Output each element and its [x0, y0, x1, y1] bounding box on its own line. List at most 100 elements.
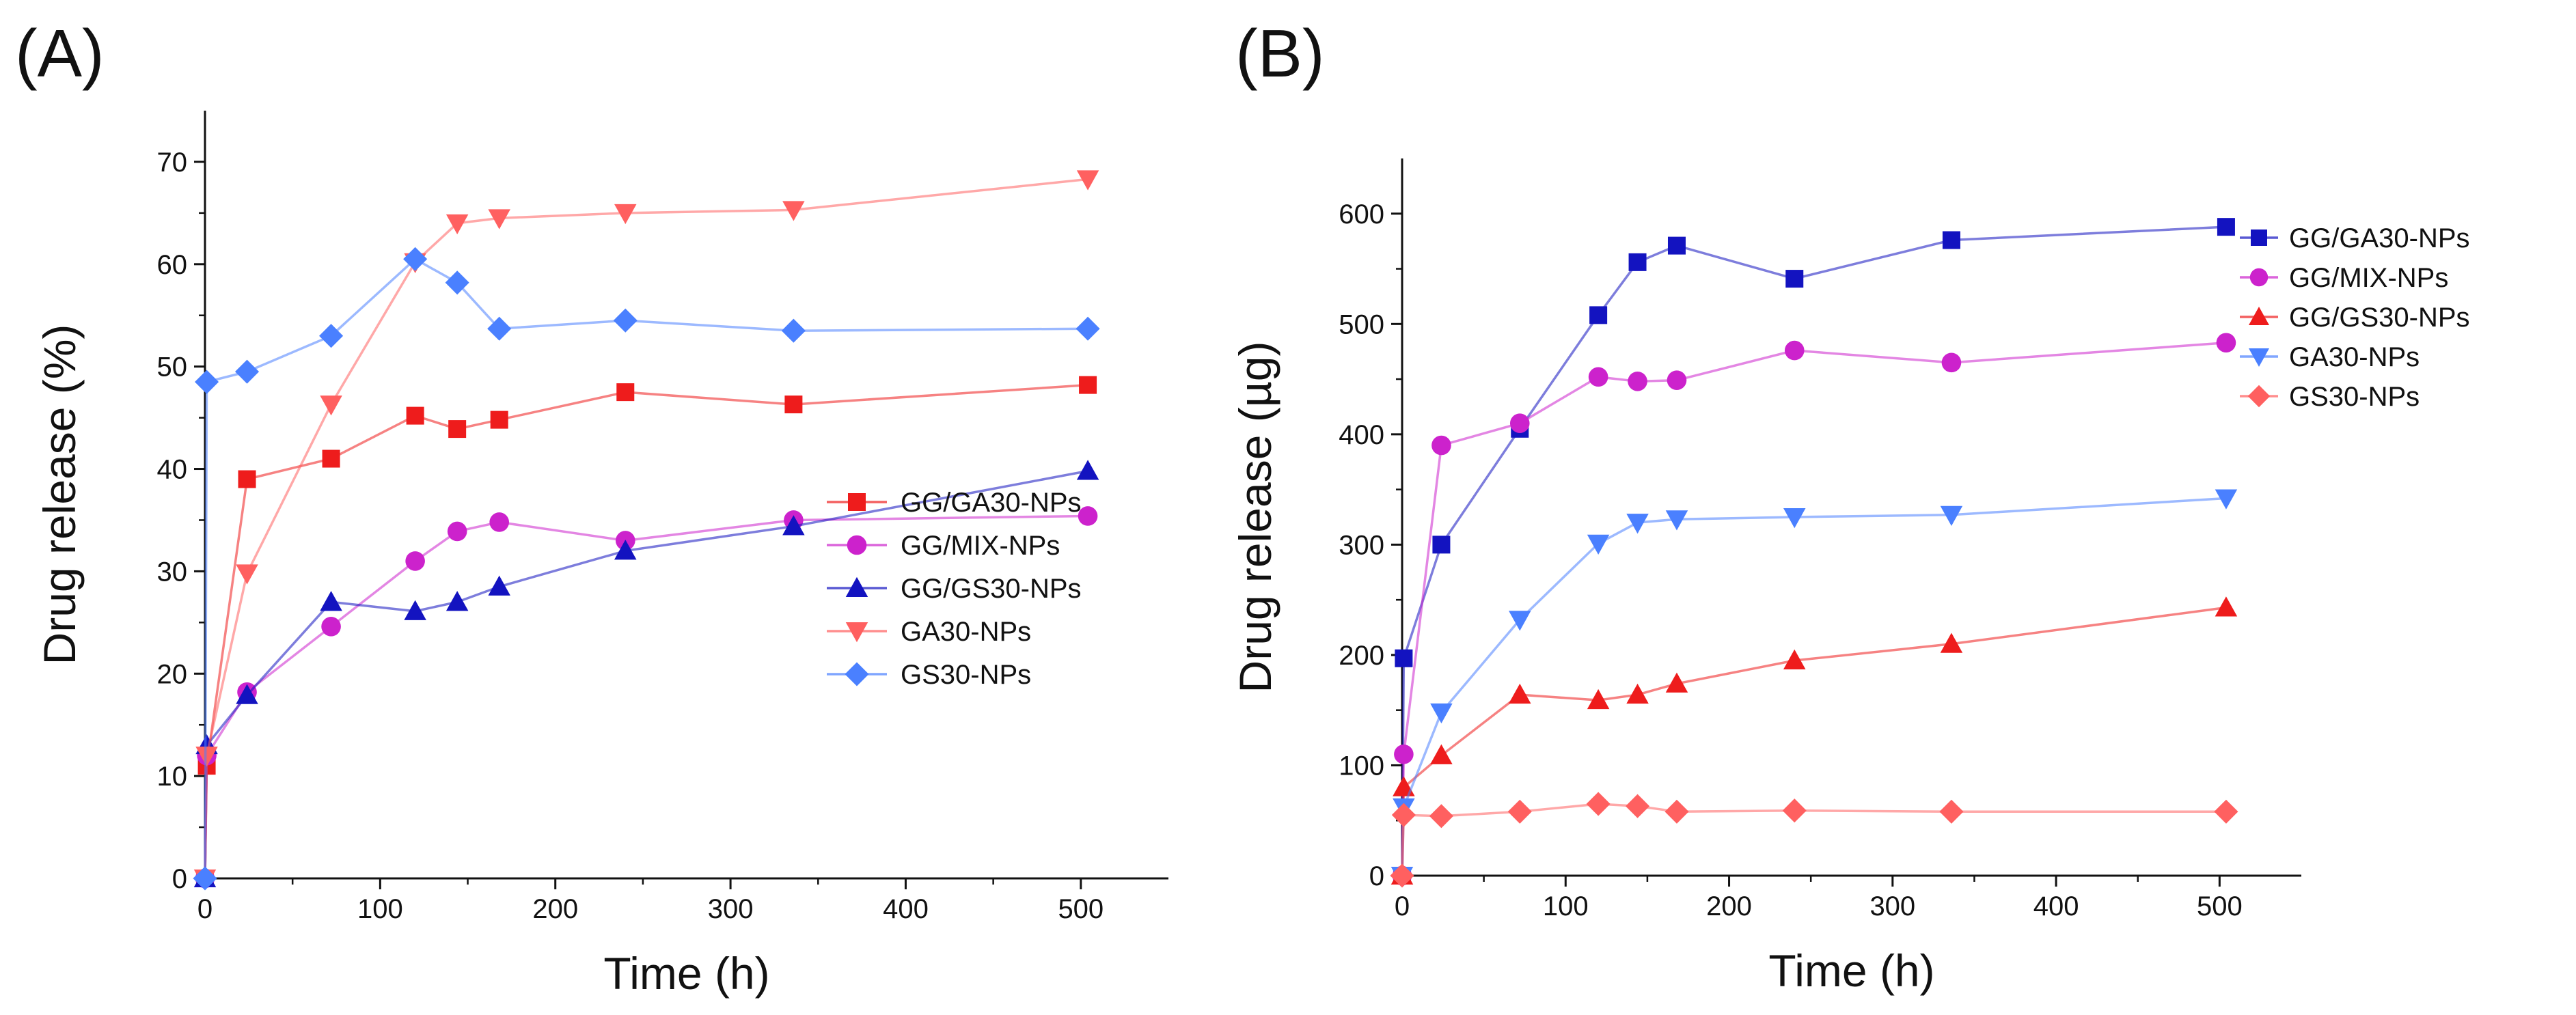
legend-label: GA30-NPs [2289, 342, 2420, 372]
data-point [1076, 460, 1099, 480]
data-point [320, 591, 342, 611]
data-point [1664, 799, 1689, 824]
data-point [2216, 333, 2236, 353]
legend-item: GG/MIX-NPs [2240, 263, 2448, 293]
data-point [321, 617, 341, 637]
data-point [1626, 683, 1649, 704]
data-point [784, 395, 803, 414]
panel-b-y-tick-label: 300 [1339, 530, 1384, 560]
data-point [403, 247, 428, 271]
series-line [1401, 225, 2227, 876]
legend-item: GG/GA30-NPs [827, 488, 1082, 518]
legend-label: GG/MIX-NPs [2289, 263, 2448, 293]
data-point [490, 411, 508, 429]
data-point [1939, 799, 1964, 824]
data-point [781, 318, 806, 343]
legend-marker [847, 535, 867, 555]
panel-a-series-gg-mix-nps [195, 506, 1098, 889]
legend-label: GG/GS30-NPs [2289, 303, 2470, 333]
data-point [1587, 689, 1610, 710]
data-point [319, 324, 344, 348]
data-point [1390, 863, 1414, 888]
legend-label: GG/GA30-NPs [901, 488, 1082, 518]
legend-label: GS30-NPs [901, 660, 1031, 690]
data-point [1507, 799, 1532, 824]
data-point [1665, 510, 1688, 531]
panel-b-y-tick-label: 600 [1339, 199, 1384, 230]
panel-a-x-tick-label: 400 [883, 894, 929, 924]
data-point [1940, 505, 1963, 527]
panel-b: (B) 0 100 200 300 400 500 0 100 200 300 400 500 600 Ti… [1230, 16, 2470, 996]
data-point [234, 359, 260, 384]
panel-b-label: (B) [1235, 16, 1325, 91]
data-point [320, 395, 342, 416]
panel-a-series-gs30-nps [193, 247, 1100, 891]
panel-a-x-axis-title: Time (h) [603, 948, 769, 999]
data-point [488, 209, 510, 230]
data-point [1430, 744, 1453, 764]
data-point [404, 600, 426, 620]
panel-b-legend: GG/GA30-NPs GG/MIX-NPs GG/GS30-NPs GA30-NPs… [2240, 223, 2470, 412]
data-point [616, 383, 635, 402]
data-point [1391, 803, 1416, 827]
series-line [204, 383, 1088, 879]
data-point [1784, 340, 1805, 361]
data-point [489, 512, 509, 532]
data-point [1783, 649, 1806, 669]
data-point [446, 591, 469, 611]
panel-b-x-tick-label: 400 [2033, 891, 2079, 921]
legend-label: GG/MIX-NPs [901, 531, 1060, 561]
series-line [204, 514, 1088, 879]
data-point [236, 564, 258, 585]
data-point [406, 406, 424, 425]
series-line [1401, 497, 2227, 876]
legend-marker [2249, 307, 2269, 325]
data-point [613, 308, 638, 333]
data-point [1078, 506, 1098, 526]
legend-label: GG/GS30-NPs [901, 574, 1082, 604]
panel-a: (A) 0 100 200 300 400 500 0 10 20 30 40 50 60 70 Time (… [15, 16, 1168, 999]
data-point [1667, 370, 1687, 390]
data-point [1941, 352, 1962, 373]
data-point [193, 866, 217, 891]
panel-a-y-axis-title: Drug release (%) [34, 324, 85, 665]
data-point [1079, 376, 1097, 394]
panel-a-legend: GG/GA30-NPs GG/MIX-NPs GG/GS30-NPs GA30-NPs… [827, 488, 1082, 690]
data-point [1940, 632, 1963, 653]
data-point [1429, 804, 1453, 829]
panel-b-x-tick-label: 200 [1706, 891, 1752, 921]
legend-marker [845, 662, 869, 686]
data-point [1394, 745, 1414, 764]
panel-a-label: (A) [15, 16, 105, 91]
data-point [322, 449, 340, 468]
panel-b-x-tick-label: 0 [1395, 891, 1410, 921]
panel-a-y-tick-label: 70 [157, 148, 188, 178]
panel-b-x-tick-label: 300 [1869, 891, 1915, 921]
data-point [2217, 218, 2235, 236]
panel-b-x-tick-label: 100 [1543, 891, 1589, 921]
panel-b-y-axis-title: Drug release (µg) [1230, 342, 1280, 693]
data-point [1430, 703, 1453, 724]
legend-item: GS30-NPs [2240, 382, 2420, 412]
panel-b-y-tick-label: 0 [1369, 861, 1384, 891]
legend-item: GA30-NPs [827, 617, 1031, 647]
data-point [1075, 316, 1100, 341]
panel-a-y-tick-label: 0 [172, 864, 187, 894]
data-point [782, 201, 805, 221]
data-point [1588, 367, 1608, 387]
data-point [1626, 794, 1650, 818]
legend-label: GG/GA30-NPs [2289, 223, 2470, 253]
legend-item: GG/GS30-NPs [2240, 303, 2470, 333]
legend-item: GG/GA30-NPs [2240, 223, 2470, 253]
legend-item: GS30-NPs [827, 660, 1031, 690]
legend-label: GA30-NPs [901, 617, 1031, 647]
panel-a-x-tick-label: 200 [532, 894, 578, 924]
legend-item: GA30-NPs [2240, 342, 2420, 372]
data-point [1942, 231, 1960, 249]
data-point [488, 575, 510, 596]
data-point [195, 747, 218, 767]
data-point [2215, 596, 2238, 617]
data-point [2214, 799, 2238, 824]
series-line [204, 258, 1088, 879]
data-point [1509, 611, 1531, 631]
